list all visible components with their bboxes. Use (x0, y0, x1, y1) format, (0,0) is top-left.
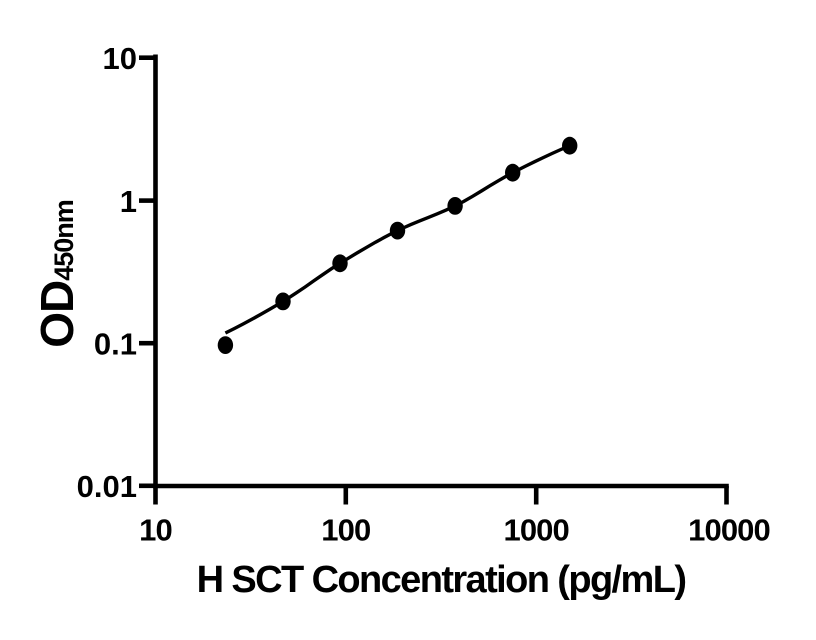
svg-text:0.01: 0.01 (77, 469, 137, 504)
svg-text:1: 1 (120, 184, 137, 219)
svg-text:1000: 1000 (504, 512, 569, 547)
svg-text:10: 10 (139, 512, 172, 547)
svg-text:10: 10 (103, 41, 137, 76)
svg-text:100: 100 (321, 512, 370, 547)
svg-text:0.1: 0.1 (94, 327, 137, 362)
svg-text:10000: 10000 (688, 512, 770, 547)
svg-text:H SCT Concentration (pg/mL): H SCT Concentration (pg/mL) (197, 559, 686, 601)
